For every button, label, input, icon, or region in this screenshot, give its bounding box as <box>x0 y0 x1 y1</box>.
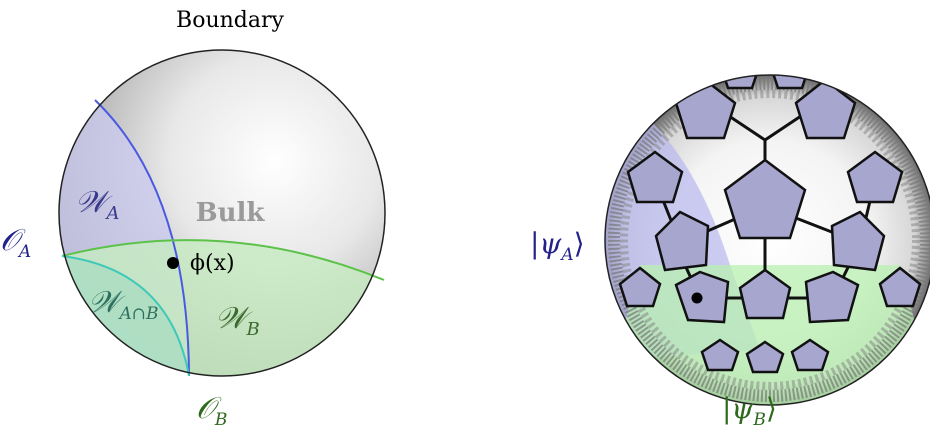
wedge-b-boundary <box>61 239 385 281</box>
boundary-label: Boundary <box>176 8 284 33</box>
tile-rim-4 <box>720 75 760 90</box>
edge-texture-outer <box>608 78 930 402</box>
wedge-a-boundary <box>94 99 190 377</box>
bulk-field-point <box>691 292 703 304</box>
wedge-b-label: 𝒲B <box>215 301 260 340</box>
tile-rim-5 <box>770 75 810 90</box>
tiling-boundary <box>604 74 930 406</box>
tile-left <box>654 210 710 272</box>
network-tiles <box>618 75 922 374</box>
central-tile <box>723 158 807 240</box>
tile-upper-right <box>794 78 857 140</box>
tile-lower-right <box>878 266 922 308</box>
bulk-label: Bulk <box>196 198 266 228</box>
right-panel: |ψA⟩ |ψB⟩ <box>530 74 930 427</box>
wedge-intersection-boundary <box>61 255 190 377</box>
tile-rim-1 <box>700 338 740 372</box>
edge-texture-inner <box>620 90 920 390</box>
wedge-a-label: 𝒲A <box>75 185 119 224</box>
tile-rim-2 <box>745 340 785 374</box>
state-a-label: |ψA⟩ <box>530 227 585 265</box>
field-label: ϕ(x) <box>190 251 235 276</box>
tile-bottom-center <box>738 268 792 320</box>
operator-a-label: 𝒪A <box>0 223 31 262</box>
state-b-label: |ψB⟩ <box>722 392 777 427</box>
boundary-circle <box>58 49 386 377</box>
field-point <box>167 257 179 269</box>
operator-b-label: 𝒪B <box>196 391 227 427</box>
tile-bottom-right <box>804 270 860 324</box>
tile-right <box>830 210 886 272</box>
tile-lower-left <box>618 266 662 308</box>
tile-far-left <box>626 150 684 204</box>
tile-rim-3 <box>790 338 830 372</box>
tile-far-right <box>846 150 904 204</box>
left-panel: Boundary Bulk 𝒲A 𝒲B 𝒲A∩B 𝒪A 𝒪B ϕ(x) <box>0 8 386 427</box>
wedge-intersection-region <box>62 256 189 376</box>
